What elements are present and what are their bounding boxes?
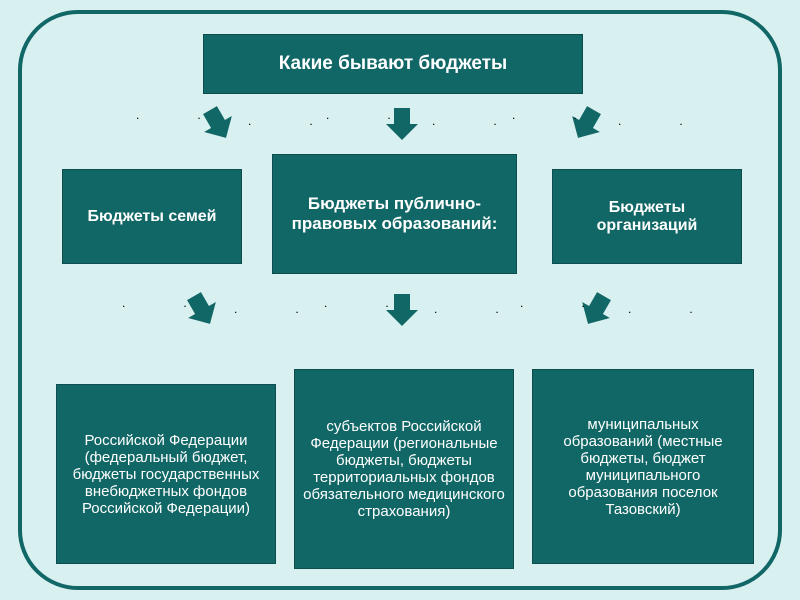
dots: . . xyxy=(324,296,401,310)
level2-left-text: Бюджеты семей xyxy=(87,208,216,226)
level2-right-text: Бюджеты организаций xyxy=(561,199,733,235)
level3-center-box: субъектов Российской Федерации (регионал… xyxy=(294,369,514,569)
level2-center-text: Бюджеты публично-правовых образований: xyxy=(281,194,508,234)
arrow-mid-right xyxy=(571,285,620,334)
dots: . . xyxy=(234,302,311,316)
arrow-top-left xyxy=(193,99,242,148)
level3-right-text: муниципальных образований (местные бюдже… xyxy=(541,416,745,518)
level3-left-text: Российской Федерации (федеральный бюджет… xyxy=(65,432,267,517)
dots: . . xyxy=(136,108,213,122)
dots: . . xyxy=(326,108,403,122)
dots: . . xyxy=(122,296,199,310)
dots: . . xyxy=(432,114,509,128)
level2-right-box: Бюджеты организаций xyxy=(552,169,742,264)
level3-right-box: муниципальных образований (местные бюдже… xyxy=(532,369,754,564)
dots: . . xyxy=(618,114,695,128)
level3-center-text: субъектов Российской Федерации (регионал… xyxy=(303,418,505,520)
dots: . . xyxy=(512,108,589,122)
level2-left-box: Бюджеты семей xyxy=(62,169,242,264)
arrow-mid-left xyxy=(177,285,226,334)
dots: . . xyxy=(520,296,597,310)
title-box: Какие бывают бюджеты xyxy=(203,34,583,94)
title-text: Какие бывают бюджеты xyxy=(279,53,508,75)
dots: . . xyxy=(628,302,705,316)
diagram-frame: Какие бывают бюджеты . . . . . . . . . .… xyxy=(18,10,782,590)
dots: . . xyxy=(248,114,325,128)
arrow-top-right xyxy=(561,99,610,148)
level2-center-box: Бюджеты публично-правовых образований: xyxy=(272,154,517,274)
level3-left-box: Российской Федерации (федеральный бюджет… xyxy=(56,384,276,564)
dots: . . xyxy=(434,302,511,316)
